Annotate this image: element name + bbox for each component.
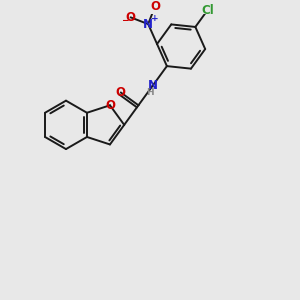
Text: Cl: Cl (201, 4, 214, 17)
Text: O: O (126, 11, 136, 24)
Text: O: O (105, 99, 115, 112)
Text: N: N (148, 79, 158, 92)
Text: +: + (151, 14, 158, 23)
Text: H: H (147, 88, 154, 97)
Text: N: N (143, 18, 153, 31)
Text: −: − (121, 16, 129, 25)
Text: O: O (150, 0, 160, 13)
Text: O: O (116, 86, 126, 99)
